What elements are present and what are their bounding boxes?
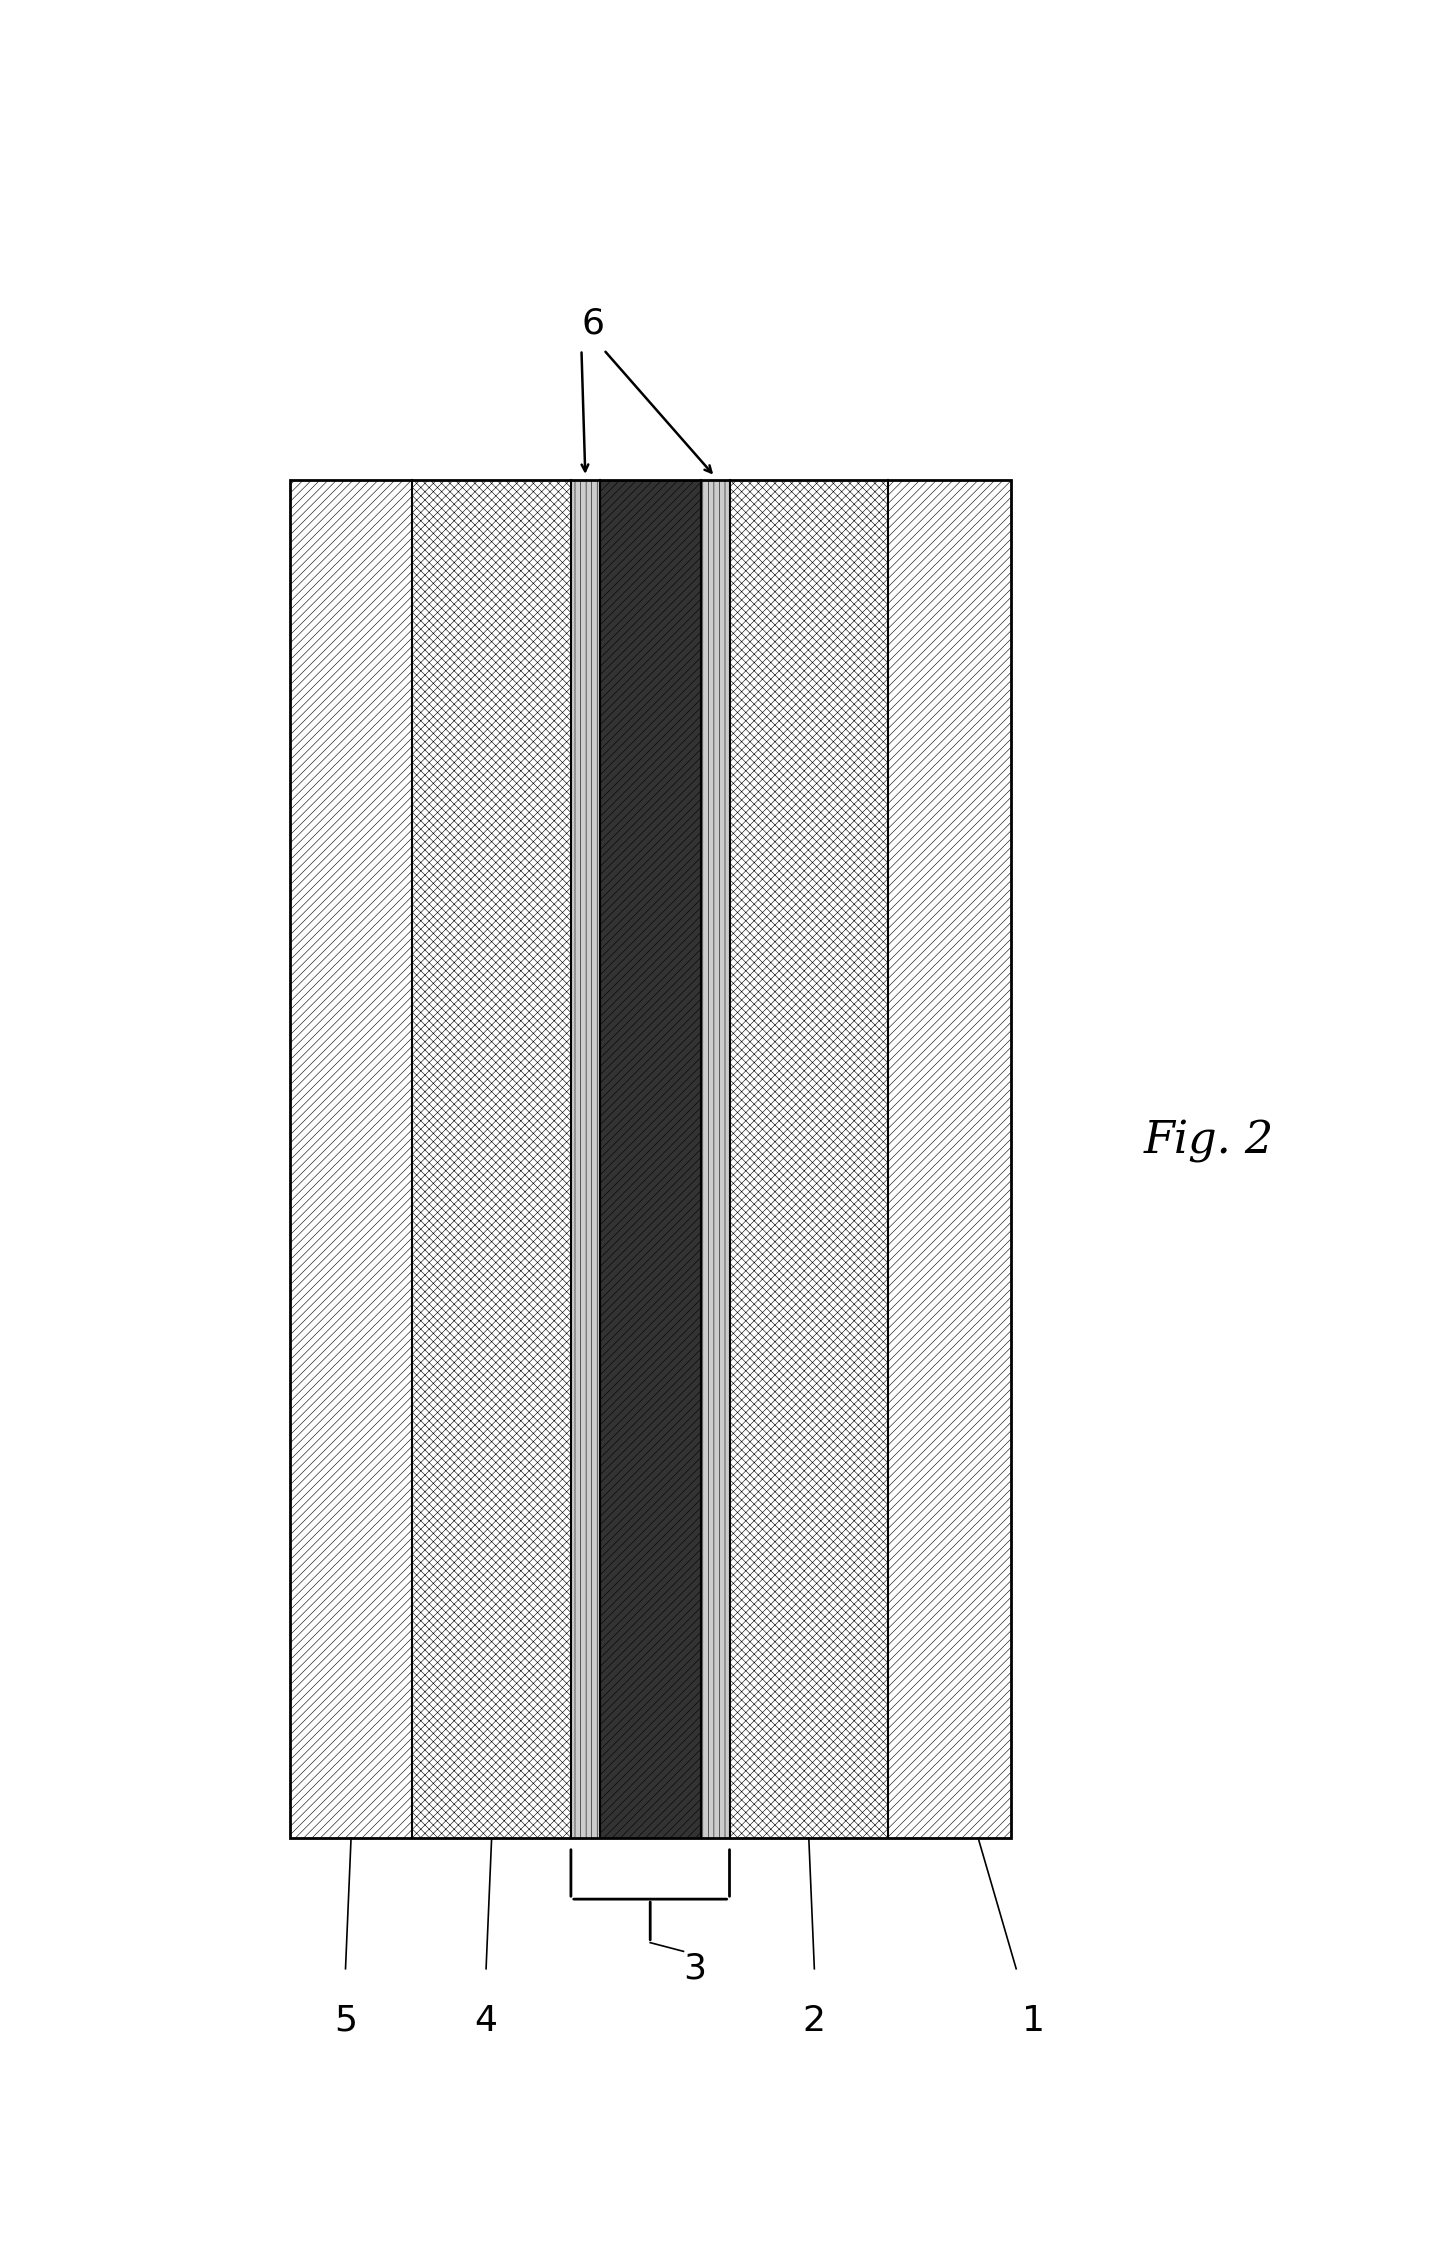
Point — [693, 1825, 710, 1852]
Bar — [571, 479, 600, 1838]
Bar — [701, 479, 730, 1838]
Point — [721, 466, 738, 493]
Point — [404, 466, 421, 493]
Point — [336, 1956, 353, 1983]
Text: Fig. 2: Fig. 2 — [1143, 1119, 1274, 1164]
Point — [880, 466, 897, 493]
Line: 2 pts: 2 pts — [979, 1838, 1016, 1969]
Point — [591, 1825, 608, 1852]
Bar — [412, 479, 571, 1838]
Text: 1: 1 — [1022, 2003, 1045, 2037]
Point — [970, 1825, 987, 1852]
Text: 4: 4 — [475, 2003, 498, 2037]
Bar — [289, 479, 1010, 1838]
Line: 2 pts: 2 pts — [487, 1838, 492, 1969]
Point — [693, 466, 710, 493]
Point — [342, 1825, 359, 1852]
Point — [800, 1825, 817, 1852]
Line: 2 pts: 2 pts — [809, 1838, 814, 1969]
Bar — [600, 479, 701, 1838]
Bar — [289, 479, 412, 1838]
Bar — [889, 479, 1010, 1838]
Line: 2 pts: 2 pts — [345, 1838, 351, 1969]
Point — [562, 1825, 580, 1852]
Point — [806, 1956, 823, 1983]
Point — [721, 1825, 738, 1852]
Point — [1007, 1956, 1025, 1983]
Point — [562, 466, 580, 493]
Point — [404, 1825, 421, 1852]
Bar — [730, 479, 889, 1838]
Text: 2: 2 — [803, 2003, 826, 2037]
Point — [880, 1825, 897, 1852]
Text: 3: 3 — [684, 1951, 707, 1985]
Point — [484, 1825, 501, 1852]
Point — [478, 1956, 495, 1983]
Point — [641, 1929, 658, 1956]
Point — [591, 466, 608, 493]
Point — [675, 1938, 693, 1965]
Text: 5: 5 — [333, 2003, 356, 2037]
Text: 6: 6 — [581, 307, 604, 341]
Line: 2 pts: 2 pts — [650, 1942, 684, 1951]
